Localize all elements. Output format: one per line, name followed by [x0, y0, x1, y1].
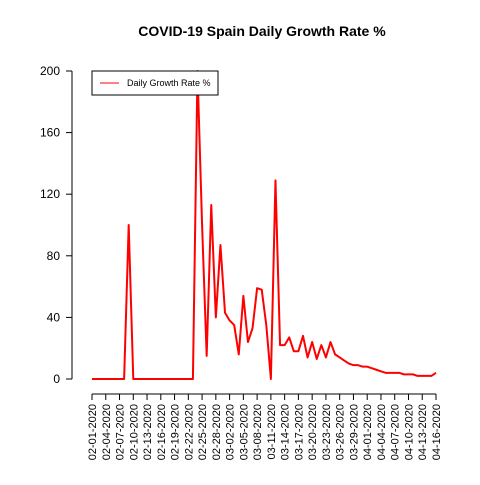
- y-tick-label: 160: [40, 126, 60, 140]
- x-tick-label: 03-20-2020: [307, 404, 319, 460]
- x-tick-label: 04-01-2020: [362, 404, 374, 460]
- x-tick-label: 04-04-2020: [376, 404, 388, 460]
- x-tick-label: 03-26-2020: [335, 404, 347, 460]
- x-axis: 02-01-2020 02-04-2020 02-07-2020 02-10-2020…: [87, 393, 443, 460]
- x-tick-label: 02-25-2020: [197, 404, 209, 460]
- series-layer: [92, 70, 437, 380]
- y-tick-label: 40: [47, 310, 61, 324]
- x-tick-label: 03-23-2020: [321, 404, 333, 460]
- y-tick-label: 80: [47, 249, 61, 263]
- x-tick-label: 02-07-2020: [115, 404, 127, 460]
- x-tick-label: 04-16-2020: [431, 404, 443, 460]
- x-tick-label: 02-10-2020: [128, 404, 140, 460]
- x-tick-label: 03-17-2020: [293, 404, 305, 460]
- series-line: [92, 70, 437, 380]
- x-tick-label: 04-10-2020: [403, 404, 415, 460]
- x-tick-label: 03-14-2020: [280, 404, 292, 460]
- x-tick-label: 02-22-2020: [183, 404, 195, 460]
- legend: Daily Growth Rate %: [91, 70, 219, 96]
- x-tick-label: 02-13-2020: [142, 404, 154, 460]
- x-tick-label: 03-29-2020: [348, 404, 360, 460]
- x-tick-label: 02-19-2020: [170, 404, 182, 460]
- x-tick-label: 02-04-2020: [101, 404, 113, 460]
- y-tick-label: 0: [53, 372, 60, 386]
- x-tick-label: 03-08-2020: [252, 404, 264, 460]
- x-tick-label: 02-28-2020: [211, 404, 223, 460]
- chart-title: COVID-19 Spain Daily Growth Rate %: [138, 23, 386, 39]
- x-tick-label: 04-13-2020: [417, 404, 429, 460]
- y-tick-label: 120: [40, 187, 60, 201]
- y-axis: 0 40 80 120 160 200: [40, 64, 73, 386]
- x-tick-label: 04-07-2020: [390, 404, 402, 460]
- x-tick-label: 03-05-2020: [238, 404, 250, 460]
- x-tick-label: 03-11-2020: [266, 404, 278, 459]
- y-tick-label: 200: [40, 64, 60, 78]
- legend-label: Daily Growth Rate %: [127, 78, 211, 88]
- x-tick-label: 03-02-2020: [225, 404, 237, 460]
- x-tick-label: 02-16-2020: [156, 404, 168, 460]
- x-tick-label: 02-01-2020: [87, 404, 99, 460]
